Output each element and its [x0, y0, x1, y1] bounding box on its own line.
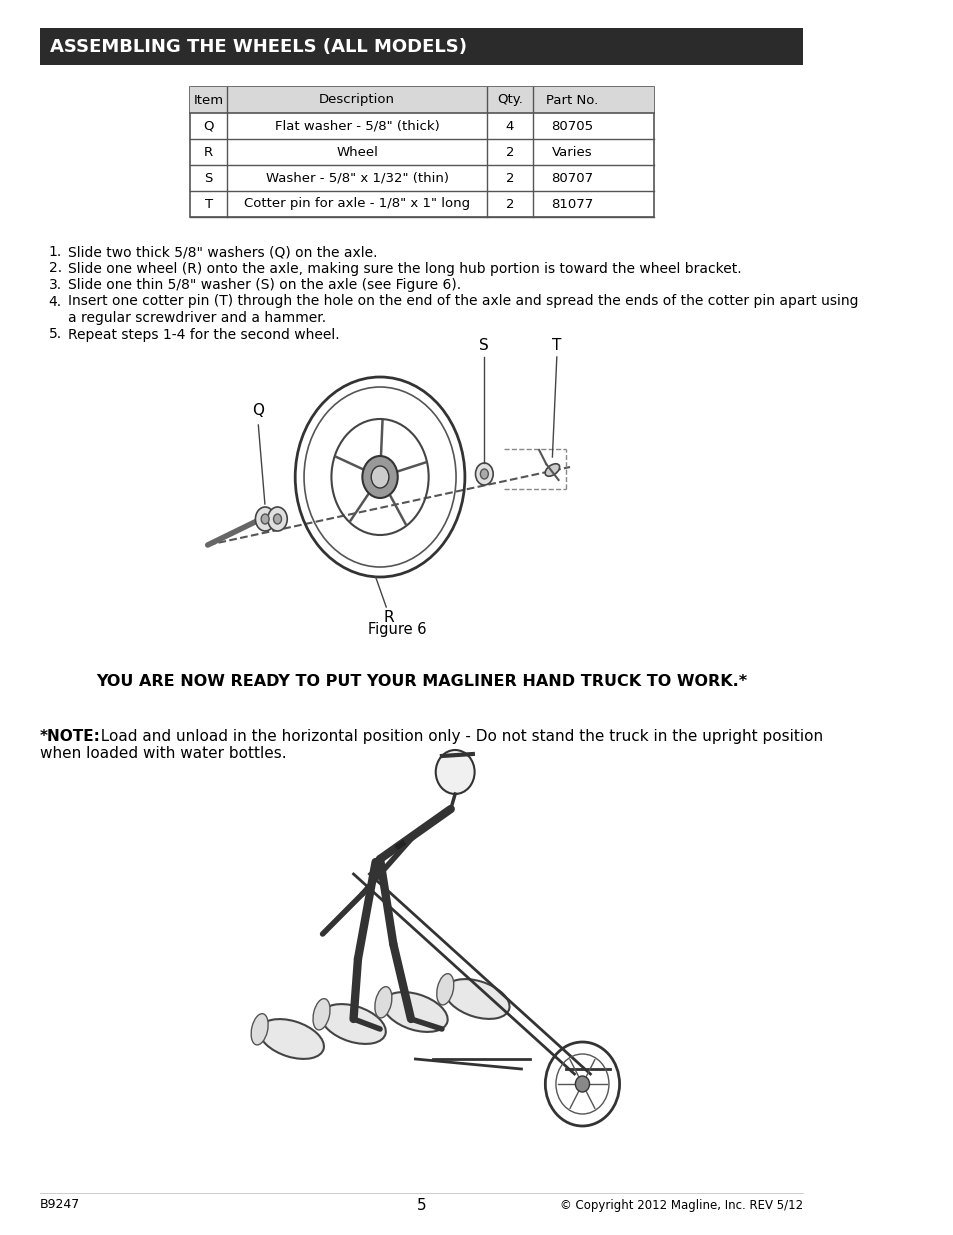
Text: 2: 2: [505, 146, 514, 158]
Text: a regular screwdriver and a hammer.: a regular screwdriver and a hammer.: [68, 311, 326, 325]
Text: Wheel: Wheel: [335, 146, 377, 158]
Text: Cotter pin for axle - 1/8" x 1" long: Cotter pin for axle - 1/8" x 1" long: [244, 198, 470, 210]
Ellipse shape: [251, 1014, 268, 1045]
Ellipse shape: [444, 979, 509, 1019]
Text: 4.: 4.: [49, 294, 62, 309]
Text: Part No.: Part No.: [545, 94, 598, 106]
Ellipse shape: [383, 992, 447, 1032]
Text: Item: Item: [193, 94, 223, 106]
Circle shape: [436, 750, 475, 794]
Text: 4: 4: [505, 120, 514, 132]
Text: when loaded with water bottles.: when loaded with water bottles.: [40, 746, 286, 761]
Text: Load and unload in the horizontal position only - Do not stand the truck in the : Load and unload in the horizontal positi…: [91, 729, 822, 743]
Text: 1.: 1.: [49, 245, 62, 259]
Text: ASSEMBLING THE WHEELS (ALL MODELS): ASSEMBLING THE WHEELS (ALL MODELS): [51, 37, 467, 56]
Text: Flat washer - 5/8" (thick): Flat washer - 5/8" (thick): [274, 120, 439, 132]
Ellipse shape: [375, 987, 392, 1018]
Text: *NOTE:: *NOTE:: [40, 729, 101, 743]
Text: 80705: 80705: [550, 120, 592, 132]
Text: 80707: 80707: [550, 172, 592, 184]
Bar: [40, 28, 802, 65]
Ellipse shape: [274, 514, 281, 524]
Ellipse shape: [313, 999, 330, 1030]
Text: Q: Q: [203, 120, 213, 132]
Text: S: S: [479, 338, 489, 353]
Ellipse shape: [480, 469, 488, 479]
Ellipse shape: [259, 1019, 324, 1058]
Text: Figure 6: Figure 6: [368, 622, 427, 637]
Text: Slide one wheel (R) onto the axle, making sure the long hub portion is toward th: Slide one wheel (R) onto the axle, makin…: [68, 262, 740, 275]
Text: T: T: [204, 198, 213, 210]
Text: Description: Description: [318, 94, 395, 106]
Text: T: T: [552, 338, 561, 353]
Text: 2.: 2.: [49, 262, 62, 275]
Text: © Copyright 2012 Magline, Inc. REV 5/12: © Copyright 2012 Magline, Inc. REV 5/12: [559, 1198, 802, 1212]
Circle shape: [575, 1076, 589, 1092]
Text: S: S: [204, 172, 213, 184]
Text: Repeat steps 1-4 for the second wheel.: Repeat steps 1-4 for the second wheel.: [68, 327, 339, 342]
Text: Insert one cotter pin (T) through the hole on the end of the axle and spread the: Insert one cotter pin (T) through the ho…: [68, 294, 858, 309]
Ellipse shape: [475, 463, 493, 485]
Text: Q: Q: [252, 403, 264, 417]
Bar: [190, 86, 654, 217]
Text: 5.: 5.: [49, 327, 62, 342]
Text: 2: 2: [505, 198, 514, 210]
Text: 5: 5: [416, 1198, 426, 1213]
Text: R: R: [383, 610, 394, 625]
Text: 3.: 3.: [49, 278, 62, 291]
Text: B9247: B9247: [40, 1198, 80, 1212]
Ellipse shape: [436, 973, 454, 1005]
Ellipse shape: [544, 464, 559, 477]
Ellipse shape: [261, 514, 269, 524]
Text: Qty.: Qty.: [497, 94, 522, 106]
Text: Slide two thick 5/8" washers (Q) on the axle.: Slide two thick 5/8" washers (Q) on the …: [68, 245, 377, 259]
Ellipse shape: [268, 508, 287, 531]
Ellipse shape: [371, 466, 389, 488]
Text: 81077: 81077: [550, 198, 593, 210]
Text: YOU ARE NOW READY TO PUT YOUR MAGLINER HAND TRUCK TO WORK.*: YOU ARE NOW READY TO PUT YOUR MAGLINER H…: [96, 674, 746, 689]
Ellipse shape: [362, 456, 397, 498]
Ellipse shape: [255, 508, 274, 531]
Text: 2: 2: [505, 172, 514, 184]
Text: Washer - 5/8" x 1/32" (thin): Washer - 5/8" x 1/32" (thin): [265, 172, 448, 184]
Text: Varies: Varies: [551, 146, 592, 158]
Ellipse shape: [321, 1004, 385, 1044]
Text: Slide one thin 5/8" washer (S) on the axle (see Figure 6).: Slide one thin 5/8" washer (S) on the ax…: [68, 278, 460, 291]
Text: R: R: [204, 146, 213, 158]
Bar: [190, 86, 654, 112]
